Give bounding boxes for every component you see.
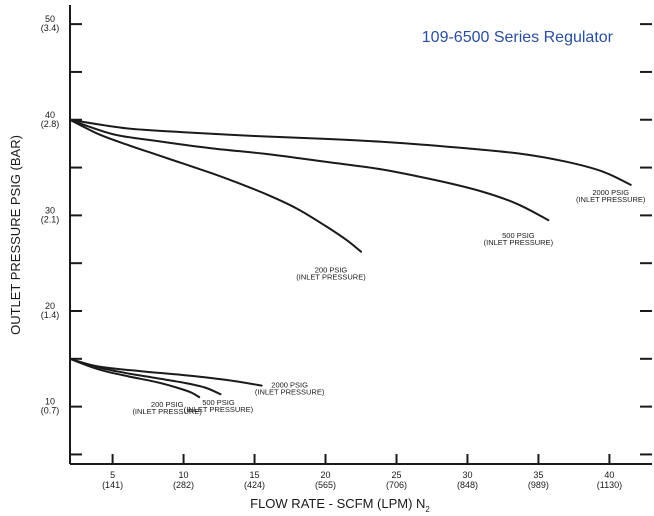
x-tick-label-35: 35 [533, 470, 543, 480]
x-tick-label-5: 5 [110, 470, 115, 480]
x-tick-label-20: 20 [321, 470, 331, 480]
series-label-5-line-0: 200 PSIG [151, 400, 184, 409]
x-tick-label-40: 40 [604, 470, 614, 480]
y-tick-sublabel-40: (2.8) [41, 119, 60, 129]
series-label-1-line-1: (INLET PRESSURE) [484, 238, 554, 247]
y-tick-label-10: 10 [45, 397, 55, 407]
series-label-0-line-0: 2000 PSIG [592, 188, 629, 197]
x-tick-sublabel-30: (848) [457, 480, 478, 490]
curves [69, 118, 632, 399]
series-label-3-line-1: (INLET PRESSURE) [255, 388, 325, 397]
y-tick-label-40: 40 [45, 110, 55, 120]
series-label-1-line-0: 500 PSIG [502, 231, 535, 240]
series-line-5 [69, 357, 201, 399]
x-tick-label-15: 15 [250, 470, 260, 480]
series-label-2-line-0: 200 PSIG [315, 266, 348, 275]
x-tick-sublabel-25: (706) [386, 480, 407, 490]
x-tick-label-30: 30 [462, 470, 472, 480]
x-tick-sublabel-15: (424) [244, 480, 265, 490]
y-tick-label-30: 30 [45, 205, 55, 215]
y-tick-label-50: 50 [45, 14, 55, 24]
x-axis-title-text: FLOW RATE - SCFM (LPM) N [250, 496, 425, 511]
series-line-2 [69, 118, 362, 253]
x-axis-title: FLOW RATE - SCFM (LPM) N2 [250, 496, 430, 514]
series-label-0-line-1: (INLET PRESSURE) [576, 195, 646, 204]
y-tick-sublabel-50: (3.4) [41, 23, 60, 33]
y-tick-sublabel-30: (2.1) [41, 214, 60, 224]
series-label-5-line-1: (INLET PRESSURE) [132, 407, 202, 416]
curve-labels: 2000 PSIG(INLET PRESSURE)500 PSIG(INLET … [132, 188, 645, 416]
axis-ticks: 10(0.7)20(1.4)30(2.1)40(2.8)50(3.4)5(141… [41, 14, 652, 490]
x-tick-label-25: 25 [391, 470, 401, 480]
x-axis-title-subscript: 2 [425, 505, 430, 514]
x-tick-sublabel-5: (141) [102, 480, 123, 490]
series-label-4-line-1: (INLET PRESSURE) [184, 405, 254, 414]
chart-title: 109-6500 Series Regulator [422, 29, 614, 46]
x-tick-sublabel-10: (282) [173, 480, 194, 490]
y-axis-title: OUTLET PRESSURE PSIG (BAR) [8, 135, 23, 335]
y-tick-sublabel-20: (1.4) [41, 310, 60, 320]
series-label-4-line-0: 500 PSIG [202, 398, 235, 407]
y-tick-sublabel-10: (0.7) [41, 406, 60, 416]
series-label-3-line-0: 2000 PSIG [271, 381, 308, 390]
series-line-1 [69, 118, 550, 222]
x-tick-label-10: 10 [179, 470, 189, 480]
series-line-3 [69, 357, 263, 387]
series-line-4 [69, 357, 222, 396]
series-line-0 [69, 118, 632, 186]
x-tick-sublabel-20: (565) [315, 480, 336, 490]
y-tick-label-20: 20 [45, 301, 55, 311]
x-tick-sublabel-35: (989) [528, 480, 549, 490]
series-label-2-line-1: (INLET PRESSURE) [296, 273, 366, 282]
x-tick-sublabel-40: (1130) [597, 480, 622, 490]
